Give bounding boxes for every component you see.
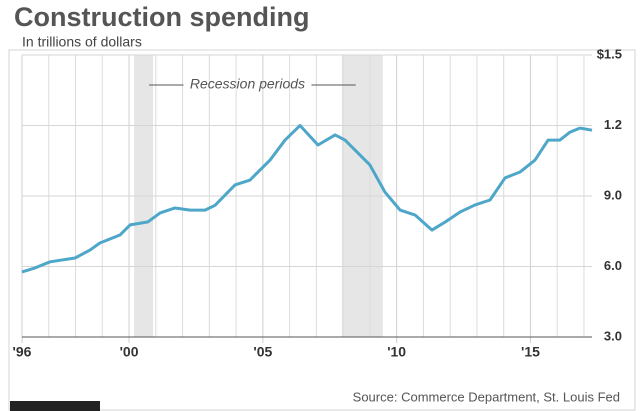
chart-subtitle: In trillions of dollars [22, 34, 142, 50]
y-tick-label: $1.5 [597, 46, 622, 61]
x-tick-label: '15 [521, 344, 540, 360]
y-tick-label: 1.2 [604, 117, 622, 132]
x-tick-label: '05 [253, 344, 272, 360]
source: Source: Commerce Department, St. Louis F… [353, 389, 620, 404]
y-tick-label: 3.0 [604, 328, 622, 343]
x-tick-label: '00 [120, 344, 139, 360]
corner-tab [10, 401, 100, 411]
y-tick-label: 9.0 [604, 187, 622, 202]
annotation: Recession periods [190, 76, 305, 92]
x-tick-label: '10 [387, 344, 406, 360]
chart-title: Construction spending [14, 2, 309, 32]
y-tick-label: 6.0 [604, 258, 622, 273]
x-tick-label: '96 [13, 344, 32, 360]
frame [8, 49, 636, 411]
line [21, 124, 593, 274]
